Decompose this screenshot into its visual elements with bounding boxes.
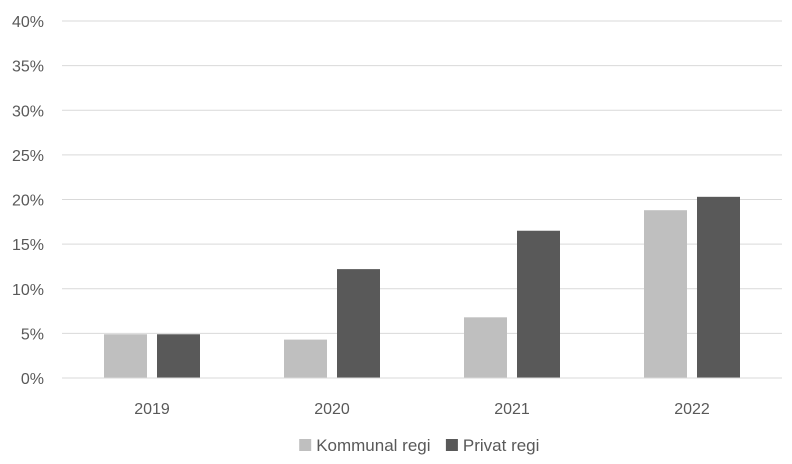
x-tick-label: 2021 — [494, 401, 530, 418]
y-tick-label: 20% — [12, 193, 44, 210]
gridlines — [62, 20, 782, 334]
x-tick-label: 2019 — [134, 401, 170, 418]
legend-label: Privat regi — [463, 436, 540, 455]
y-tick-label: 10% — [12, 282, 44, 299]
bar-kommunal-regi-2019 — [104, 334, 147, 378]
bars — [104, 196, 740, 378]
legend-swatch — [299, 439, 312, 451]
y-tick-label: 5% — [21, 326, 44, 343]
y-tick-label: 40% — [12, 14, 44, 31]
x-axis-tick-labels: 2019 2020 2021 2022 — [134, 401, 710, 418]
y-axis-tick-labels: 0% 5% 10% 15% 20% 25% 30% 35% 40% — [12, 14, 44, 388]
bar-privat-regi-2020 — [337, 269, 380, 378]
bar-kommunal-regi-2022 — [644, 210, 687, 378]
x-tick-label: 2020 — [314, 401, 350, 418]
legend-item-privat-regi: Privat regi — [445, 436, 540, 455]
legend-label: Kommunal regi — [316, 436, 430, 455]
legend-swatch — [445, 439, 458, 451]
y-tick-label: 0% — [21, 371, 44, 388]
bar-privat-regi-2021 — [517, 230, 560, 378]
y-tick-label: 35% — [12, 59, 44, 76]
bar-kommunal-regi-2021 — [464, 317, 507, 378]
y-tick-label: 25% — [12, 148, 44, 165]
bar-privat-regi-2019 — [157, 334, 200, 378]
y-tick-label: 15% — [12, 237, 44, 254]
legend: Kommunal regi Privat regi — [299, 436, 539, 455]
bar-privat-regi-2022 — [697, 196, 740, 378]
y-tick-label: 30% — [12, 103, 44, 120]
x-tick-label: 2022 — [674, 401, 710, 418]
bar-kommunal-regi-2020 — [284, 339, 327, 378]
legend-item-kommunal-regi: Kommunal regi — [299, 436, 431, 455]
